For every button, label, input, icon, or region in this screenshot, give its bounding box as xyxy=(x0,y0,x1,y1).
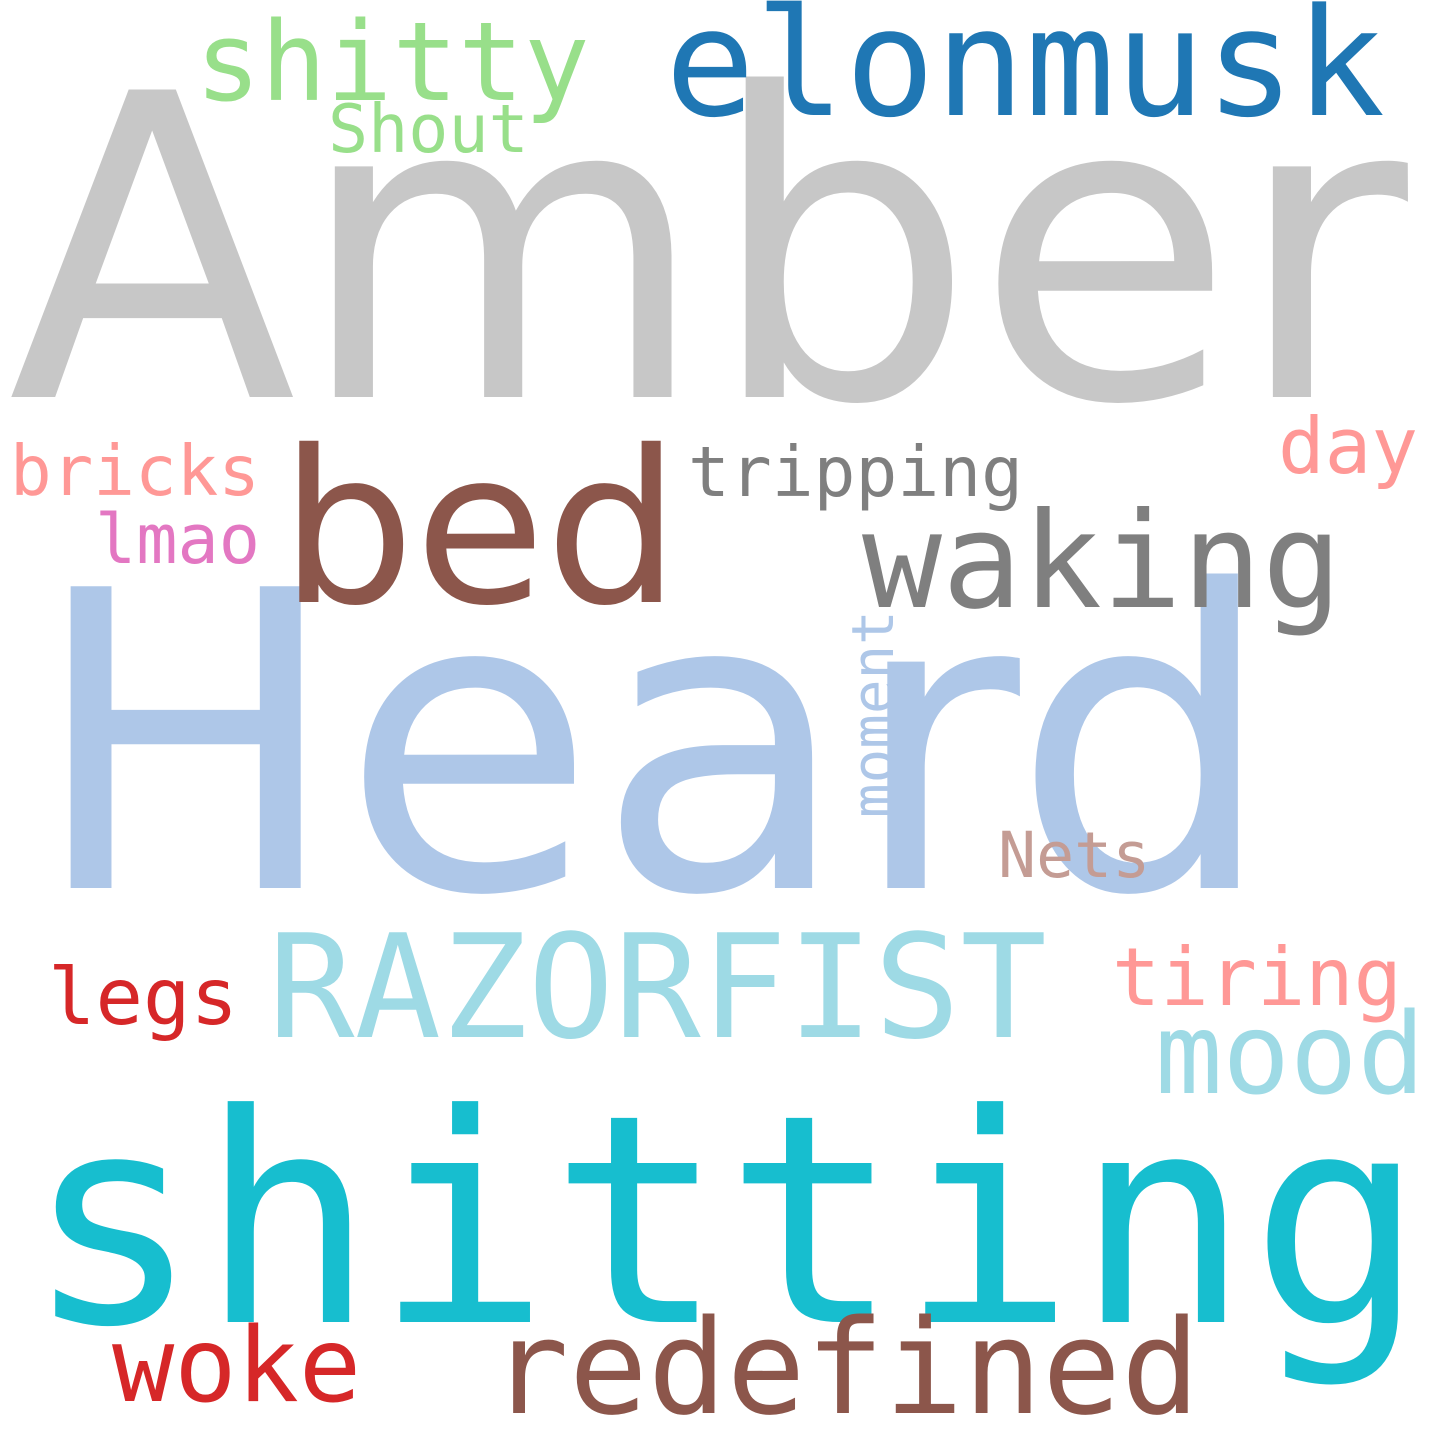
word-tripping: tripping xyxy=(688,431,1023,513)
word-elonmusk: elonmusk xyxy=(665,0,1386,152)
word-moment: moment xyxy=(840,610,907,818)
word-nets: Nets xyxy=(998,817,1151,892)
word-bed: bed xyxy=(280,405,680,653)
word-razorfist: RAZORFIST xyxy=(268,903,1047,1071)
word-legs: legs xyxy=(48,951,238,1044)
word-waking: waking xyxy=(862,485,1342,640)
word-amber: Amber xyxy=(8,6,1408,497)
word-heard: Heard xyxy=(30,504,1276,986)
word-redefined: redefined xyxy=(490,1291,1200,1440)
word-shitty: shitty xyxy=(195,0,590,126)
word-shout: Shout xyxy=(328,89,529,168)
word-tiring: tiring xyxy=(1112,930,1402,1025)
word-bricks: bricks xyxy=(10,431,260,512)
word-lmao: lmao xyxy=(95,499,260,580)
word-day: day xyxy=(1278,401,1418,492)
word-shitting: shitting xyxy=(25,1052,1425,1392)
word-mood: mood xyxy=(1155,989,1425,1120)
word-woke: woke xyxy=(112,1306,362,1427)
